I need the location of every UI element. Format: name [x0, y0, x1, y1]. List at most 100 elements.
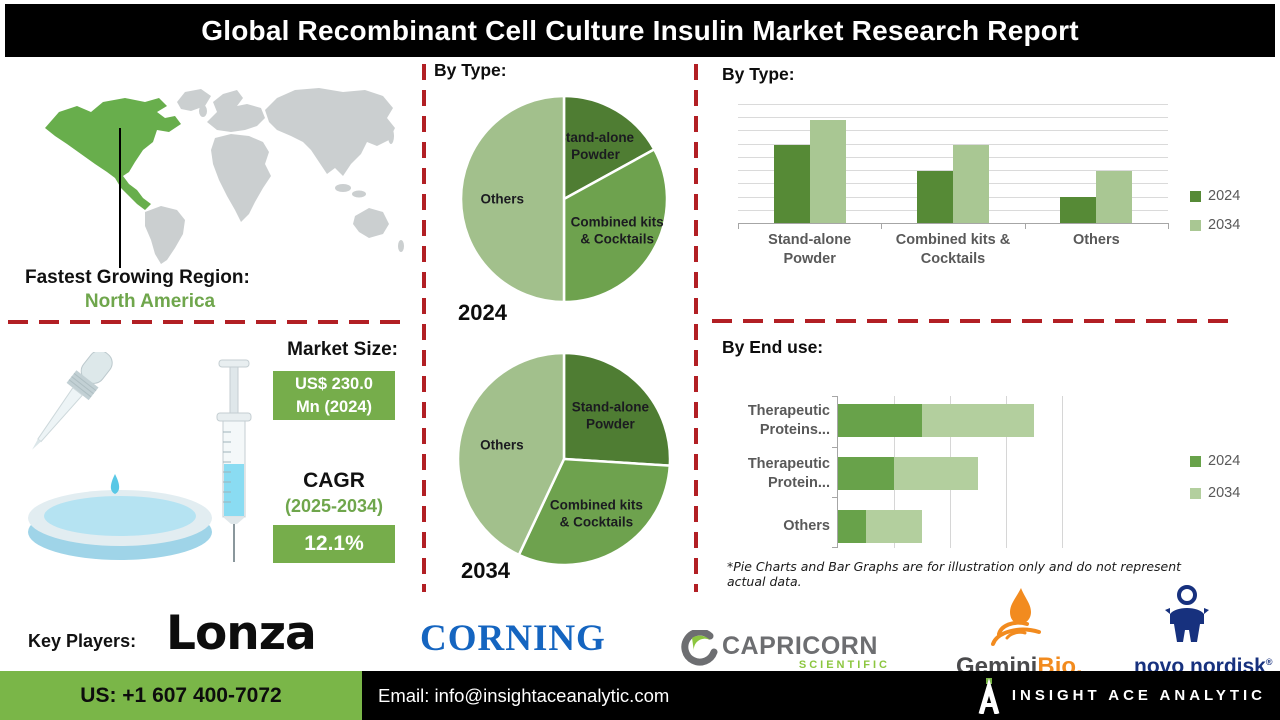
axis-tick: [1168, 223, 1169, 229]
divider-vertical-right: [694, 64, 698, 592]
pie-slice-label: Stand-alone Powder: [557, 130, 635, 162]
axis-tick: [832, 547, 838, 548]
bar-2024-1: [917, 171, 953, 223]
legend-label: 2024: [1208, 453, 1241, 469]
axis-tick: [832, 446, 838, 448]
continent-australia: [353, 208, 389, 238]
bar-category-label: Others: [1072, 232, 1120, 248]
hbar-2024-2: [838, 510, 866, 543]
corning-logo: CORNING: [420, 618, 606, 659]
continent-africa: [211, 134, 271, 222]
pie-chart-2024: Stand-alone Powder Combined kits & Cocktail…: [452, 94, 676, 311]
gridline: [738, 143, 1168, 145]
cagr-value-box: 12.1%: [273, 525, 395, 563]
legend-row: 2034: [1190, 485, 1240, 501]
capricorn-logo-text: CAPRICORN: [722, 632, 878, 660]
bar-2034-0: [809, 119, 846, 223]
legend-swatch: [1190, 487, 1201, 499]
pie-slice-label: Others: [480, 192, 524, 207]
footer-brand: INSIGHT ACE ANALYTIC: [976, 671, 1266, 720]
bar-2024-0: [773, 145, 810, 223]
enduse-category-label: Others: [783, 518, 830, 535]
pie-slice-2: [456, 351, 566, 557]
market-size-value-box: US$ 230.0 Mn (2024): [273, 371, 395, 420]
enduse-chart: [832, 396, 1066, 548]
legend-row: 2024: [1190, 188, 1240, 204]
pie-slice-1: [562, 147, 669, 304]
pie-svg: Stand-alone Powder Combined kits & Cocktail…: [456, 351, 672, 567]
cagr-period: (2025-2034): [284, 496, 384, 516]
cagr-value: 12.1%: [304, 532, 364, 555]
world-map: [45, 88, 404, 264]
hbar-2034-0: [922, 404, 1034, 437]
pie-slice-label: Combined kits & Cocktails: [571, 214, 664, 246]
hbar-2034-1: [894, 457, 978, 490]
bar-chart-by-type: [738, 104, 1169, 229]
footer-brand-text: INSIGHT ACE ANALYTIC: [1011, 687, 1266, 704]
fastest-growing-region-label: Fastest Growing Region:: [25, 267, 250, 288]
divider-vertical-left: [422, 64, 426, 592]
footer-email-block: Email: info@insightaceanalytic.com INSIG…: [362, 671, 1280, 720]
axis-tick: [832, 396, 838, 397]
axis-tick: [832, 497, 838, 498]
fastest-growing-region-value: North America: [84, 291, 216, 312]
pie-section-title: By Type:: [434, 60, 507, 80]
enduse-category-label: Therapeutic Protein...: [747, 455, 830, 491]
bar-2034-1: [953, 145, 989, 223]
gridline: [738, 130, 1168, 132]
legend-swatch: [1190, 219, 1201, 231]
syringe-icon: [216, 359, 252, 562]
registered-mark: ®: [1265, 657, 1273, 667]
continent-asia: [265, 88, 395, 176]
island-japan: [388, 128, 394, 144]
pie-slice-label: Combined kits & Cocktails: [550, 498, 643, 530]
pie-slice-label: Stand-alone Powder: [572, 399, 650, 431]
axis-tick: [1024, 223, 1026, 229]
cagr-label: CAGR: [303, 469, 365, 492]
bar-category-label: Stand-alone Powder: [768, 232, 852, 267]
pie-slice-label: Others: [480, 438, 524, 453]
footer-phone-block: US: +1 607 400-7072: [0, 671, 362, 720]
continent-south-america: [145, 206, 185, 264]
island-uk: [199, 105, 207, 117]
novo-nordisk-bull-icon: [1165, 585, 1209, 642]
key-players-label: Key Players:: [28, 631, 137, 651]
bar-2034-2: [1096, 171, 1133, 223]
legend-row: 2024: [1190, 453, 1240, 469]
gridline: [738, 104, 1168, 105]
region-north-america-highlight: [45, 98, 181, 210]
enduse-chart-title: By End use:: [722, 337, 824, 357]
bar-chart-title: By Type:: [722, 64, 795, 84]
axis-tick: [738, 223, 739, 229]
pie-chart-2034: Stand-alone Powder Combined kits & Cocktail…: [452, 349, 676, 574]
title-band: Global Recombinant Cell Culture Insulin …: [5, 4, 1275, 57]
legend-swatch: [1190, 190, 1201, 202]
legend-label: 2034: [1208, 485, 1241, 501]
petri-dish-liquid: [44, 496, 196, 536]
legend-label: 2024: [1208, 188, 1241, 204]
pie-2024-year-label: 2024: [458, 300, 507, 325]
enduse-chart-legend: 2024 2034: [1190, 453, 1240, 501]
pie-slice-0: [562, 94, 656, 202]
liquid-drop-icon: [110, 474, 120, 494]
hbar-2024-1: [838, 457, 894, 490]
lab-illustration: [28, 352, 252, 562]
gridline: [738, 117, 1168, 119]
pie-slice-0: [562, 351, 672, 467]
lonza-logo: Lonza: [166, 606, 317, 661]
disclaimer-text: *Pie Charts and Bar Graphs are for illus…: [727, 559, 1182, 589]
region-pointer-line: [119, 128, 121, 268]
legend-row: 2034: [1190, 217, 1240, 233]
bar-chart-categories: Stand-alone Powder Combined kits & Cockta…: [738, 231, 1168, 269]
insight-ace-logo-icon: [978, 677, 1000, 714]
gridline: [1062, 396, 1063, 548]
bar-chart-legend: 2024 2034: [1190, 188, 1240, 233]
pie-svg: Stand-alone Powder Combined kits & Cocktail…: [459, 94, 669, 304]
legend-swatch: [1190, 455, 1201, 467]
hbar-2024-0: [838, 404, 922, 437]
bar-2024-2: [1060, 197, 1097, 223]
footer-email: Email: info@insightaceanalytic.com: [378, 684, 670, 706]
island-philippines: [352, 190, 366, 198]
continent-europe: [207, 90, 265, 132]
dropper-icon: [32, 352, 113, 450]
